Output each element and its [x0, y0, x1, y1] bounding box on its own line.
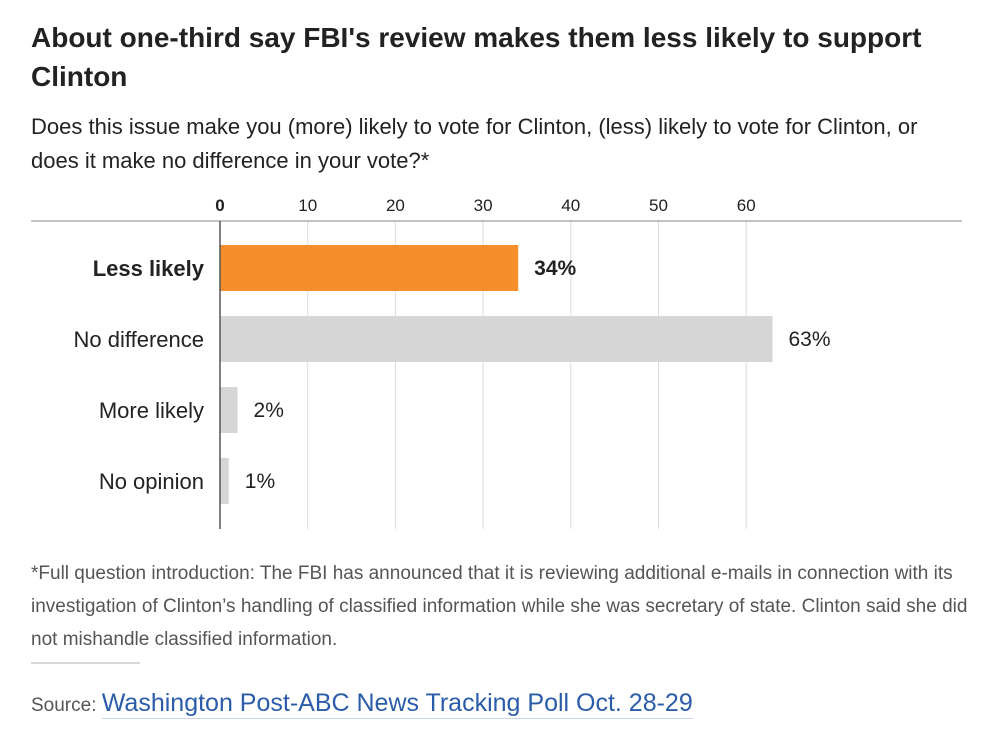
x-tick-label: 60: [737, 196, 756, 215]
bar: [220, 458, 229, 504]
value-label: 1%: [245, 470, 275, 493]
x-tick-label: 50: [649, 196, 668, 215]
bar: [220, 245, 519, 291]
category-label: No difference: [74, 327, 204, 352]
x-tick-label: 10: [298, 196, 317, 215]
bar: [220, 316, 773, 362]
x-tick-label: 20: [386, 196, 405, 215]
chart-title: About one-third say FBI's review makes t…: [31, 22, 922, 92]
bar-chart: 0 10 20 30 40 50 60 Less likely No difference Mo…: [31, 196, 962, 529]
chart-subtitle: Does this issue make you (more) likely t…: [31, 114, 918, 173]
x-tick-label: 30: [474, 196, 493, 215]
value-label: 34%: [534, 257, 576, 280]
category-labels: Less likely No difference More likely No op…: [74, 256, 205, 494]
category-label: No opinion: [99, 469, 204, 494]
category-label: Less likely: [93, 256, 205, 281]
axes: [31, 220, 962, 529]
bar: [220, 387, 238, 433]
value-label: 63%: [789, 328, 831, 351]
x-tick-label: 0: [215, 196, 224, 215]
x-tick-label: 40: [561, 196, 580, 215]
value-label: 2%: [254, 399, 284, 422]
value-labels: 34% 63% 2% 1%: [245, 257, 831, 493]
source-label: Source:: [31, 695, 97, 716]
source-line: Source: Washington Post-ABC News Trackin…: [31, 686, 693, 723]
source-link[interactable]: Washington Post-ABC News Tracking Poll O…: [101, 689, 693, 719]
category-label: More likely: [99, 398, 204, 423]
divider: [31, 662, 140, 664]
bars: [220, 245, 773, 504]
footnote: *Full question introduction: The FBI has…: [31, 563, 968, 650]
x-tick-labels: 0 10 20 30 40 50 60: [215, 196, 755, 215]
